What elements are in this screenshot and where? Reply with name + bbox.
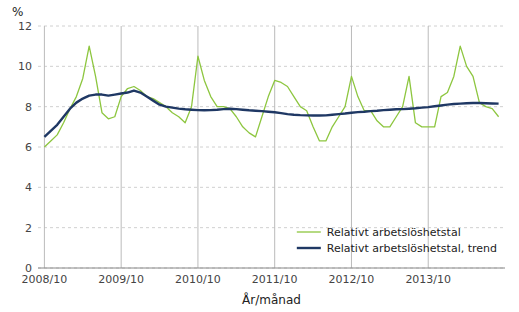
chart: 0246810122008/102009/102010/102011/10201… (0, 0, 519, 312)
y-tick-label: 12 (18, 20, 32, 33)
x-tick-label: 2010/10 (175, 273, 221, 286)
grid-line (38, 187, 505, 188)
y-tick-label: 2 (25, 222, 32, 235)
legend-swatch (297, 247, 321, 249)
x-tick-label: 2009/10 (98, 273, 144, 286)
y-tick-label: 10 (18, 60, 32, 73)
series-line (44, 46, 498, 147)
plot-area (44, 46, 498, 147)
grid-line (38, 147, 505, 148)
x-grid-line (274, 26, 275, 268)
x-grid-line (121, 26, 122, 268)
x-tick-label: 2013/10 (405, 273, 451, 286)
legend-label: Relativt arbetslöshetstal (327, 226, 461, 239)
grid-line (38, 66, 505, 67)
x-tick-label: 2011/10 (252, 273, 298, 286)
grid-line (38, 268, 505, 269)
x-tick-label: 2012/10 (329, 273, 375, 286)
series-line (44, 91, 498, 137)
y-tick-label: 4 (25, 181, 32, 194)
legend-swatch (297, 231, 321, 232)
legend-label: Relativt arbetslöshetstal, trend (327, 242, 497, 255)
x-axis-line (38, 268, 505, 269)
y-axis-label: % (12, 5, 23, 19)
legend: Relativt arbetslöshetstal Relativt arbets… (297, 226, 497, 255)
grid-line (38, 26, 505, 27)
y-tick-label: 8 (25, 101, 32, 114)
y-tick-label: 6 (25, 141, 32, 154)
x-tick-label: 2008/10 (22, 273, 68, 286)
x-axis-label: År/månad (242, 292, 301, 307)
